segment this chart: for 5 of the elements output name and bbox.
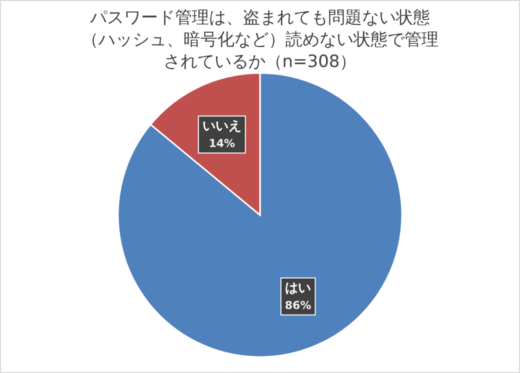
slice-label: いいえ [202, 119, 242, 134]
data-label: 14% [208, 137, 236, 150]
slice-label: はい [285, 280, 312, 296]
data-label: 86% [284, 298, 312, 312]
chart-title: パスワード管理は、盗まれても問題ない状態（ハッシュ、暗号化など）読めない状態で管理されているか（n=308） [80, 7, 440, 73]
